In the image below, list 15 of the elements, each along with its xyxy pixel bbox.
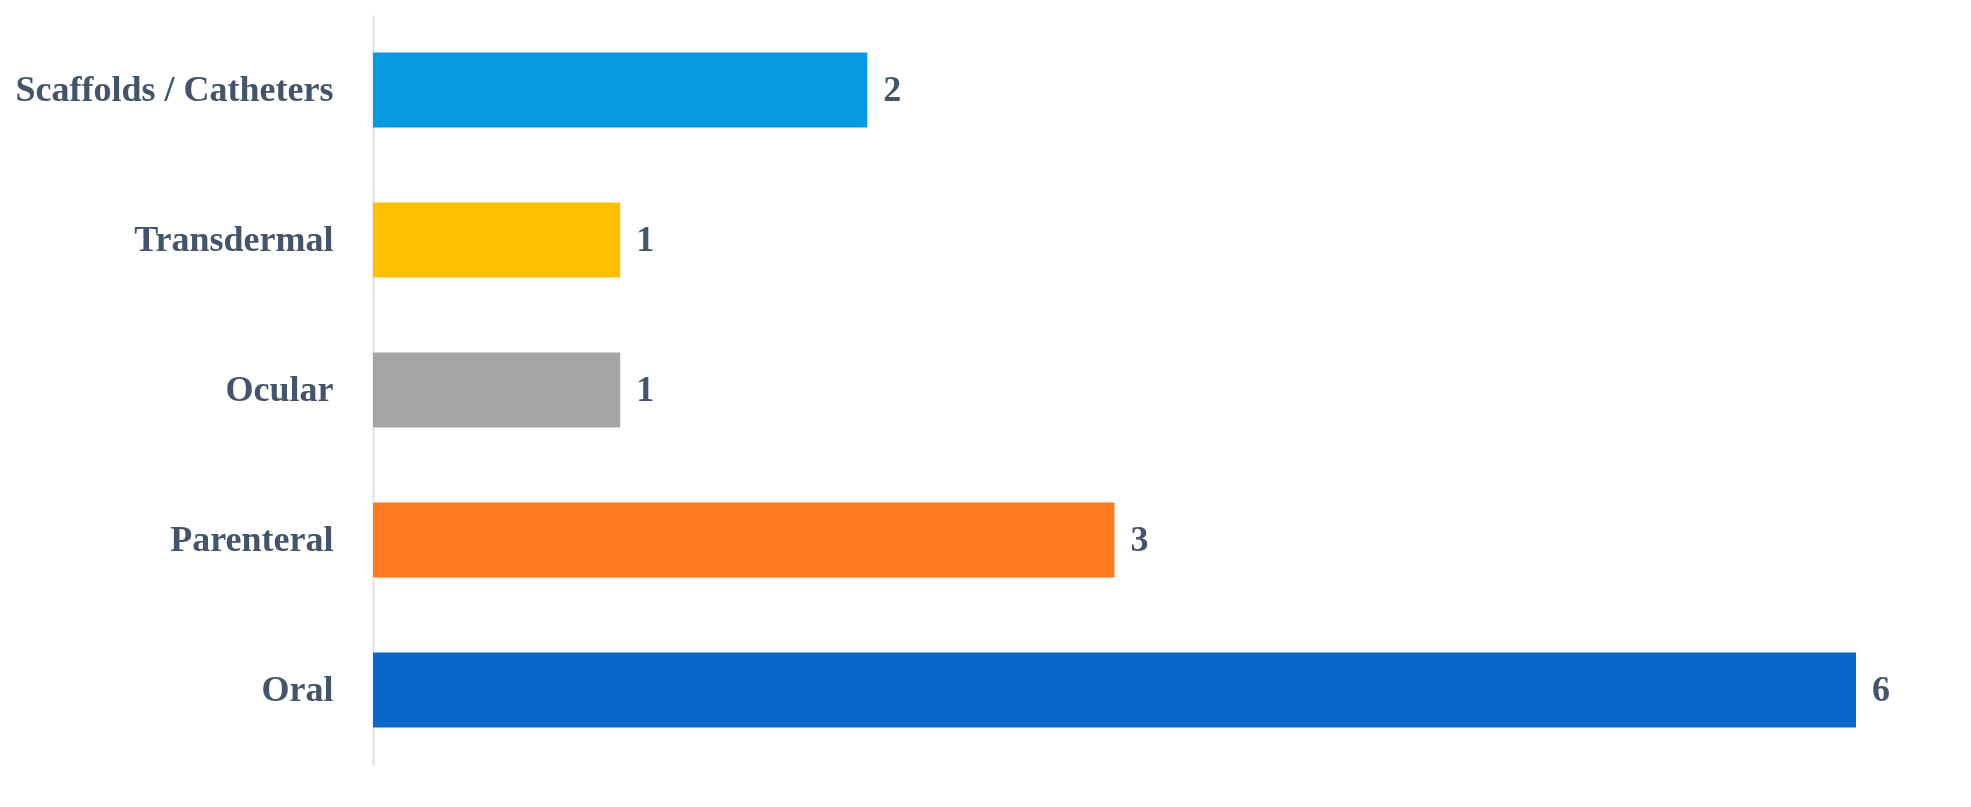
data-label: 3 — [1130, 519, 1149, 559]
bar — [373, 202, 621, 278]
bar — [373, 52, 868, 128]
data-label: 1 — [636, 219, 655, 259]
y-tick-label: Scaffolds / Catheters — [15, 69, 334, 109]
bar — [373, 352, 621, 428]
data-label: 6 — [1872, 669, 1890, 709]
y-tick-label: Parenteral — [170, 519, 334, 559]
y-tick-label: Oral — [261, 669, 334, 709]
bar — [373, 652, 1856, 728]
data-label: 2 — [883, 69, 902, 109]
bar — [373, 502, 1115, 578]
y-tick-label: Transdermal — [134, 219, 334, 259]
data-label: 1 — [636, 369, 655, 409]
y-tick-label: Ocular — [225, 369, 334, 409]
